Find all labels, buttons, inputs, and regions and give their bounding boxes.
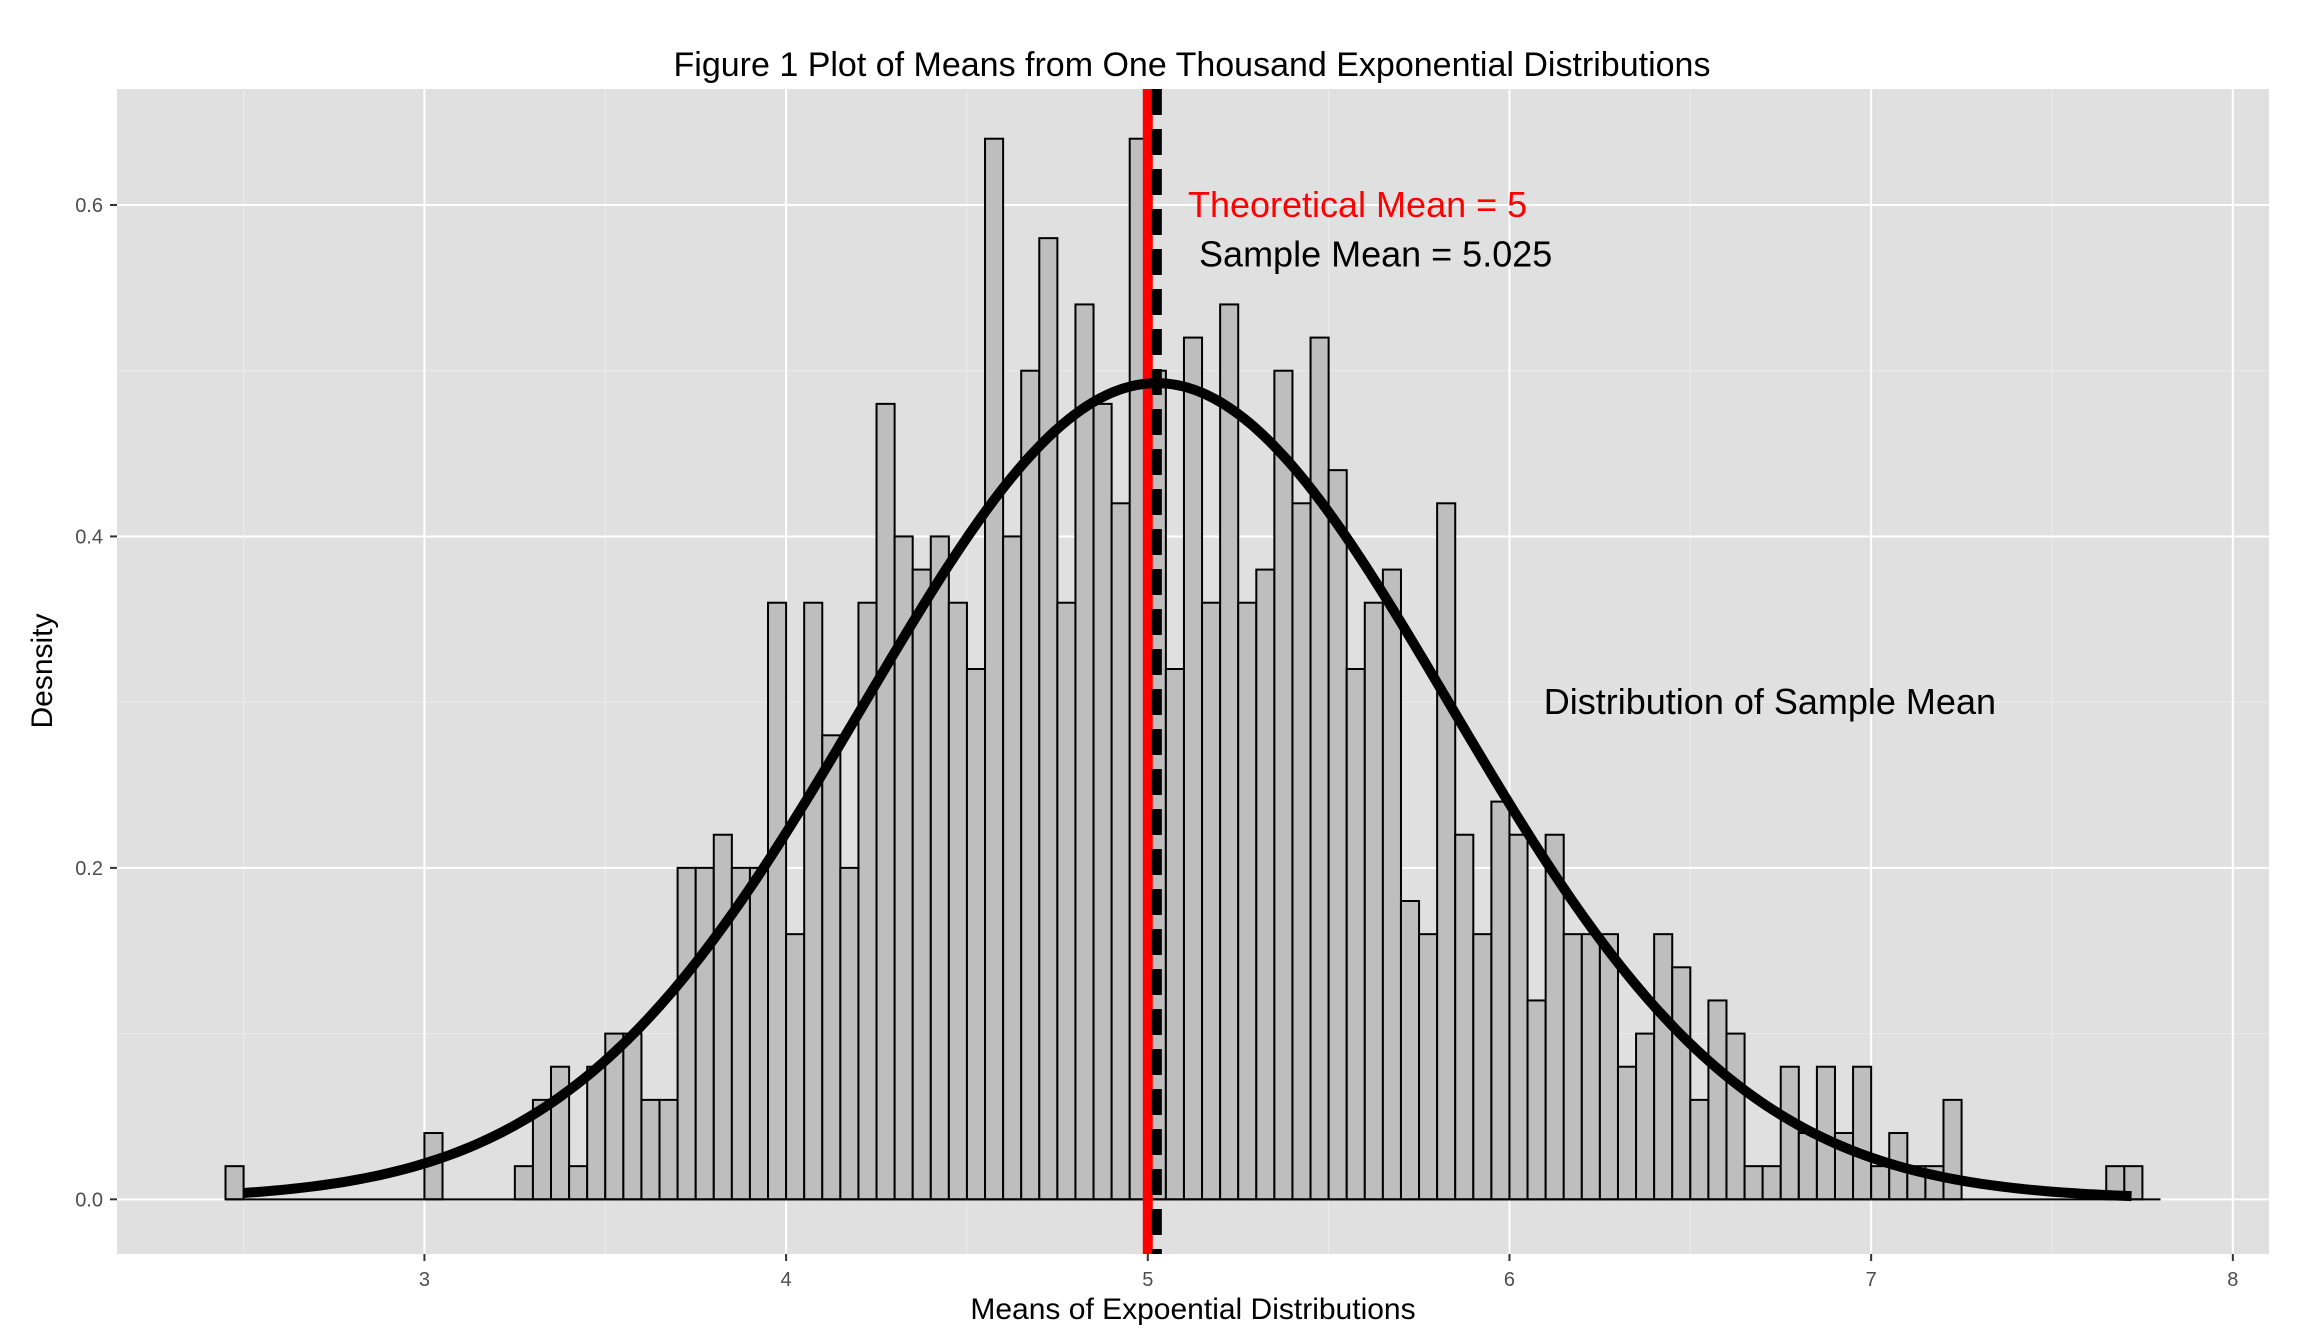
density-curve (243, 378, 2132, 1202)
histogram-bar (875, 402, 896, 1201)
histogram-bar (839, 866, 860, 1201)
histogram-bar (1852, 1065, 1873, 1201)
histogram-bar (1580, 933, 1601, 1201)
histogram-bars (224, 137, 2161, 1201)
histogram-bar (1399, 900, 1421, 1201)
histogram-bar (1616, 1065, 1638, 1201)
histogram-bar (640, 1098, 661, 1201)
annotation-text: Theoretical Mean = 5 (1188, 184, 1527, 225)
histogram-bar (1779, 1065, 1800, 1201)
histogram-bar (1653, 933, 1674, 1201)
histogram-bar (767, 601, 788, 1201)
histogram-bar (1255, 568, 1276, 1201)
histogram-bar (1725, 1032, 1746, 1201)
histogram-bar (785, 933, 806, 1201)
histogram-bar (821, 734, 842, 1201)
histogram-bar (911, 568, 932, 1201)
histogram-bar (658, 1098, 679, 1201)
histogram-bar (586, 1065, 607, 1201)
histogram-bar (1472, 933, 1493, 1201)
histogram-bar (748, 866, 770, 1201)
histogram-bar (1743, 1165, 1764, 1201)
histogram-bar (1092, 402, 1113, 1201)
histogram-bar (803, 601, 824, 1201)
histogram-bar (1381, 568, 1402, 1201)
histogram-bar (1490, 800, 1511, 1201)
histogram-bar (712, 833, 733, 1201)
x-axis-ticks: 3 4 5 6 7 8 (419, 1254, 2238, 1291)
histogram-bar (1345, 668, 1366, 1201)
x-tick-label: 8 (2227, 1269, 2238, 1291)
histogram-bar (1761, 1165, 1782, 1201)
histogram-bar (1237, 601, 1258, 1201)
histogram-bar (513, 1165, 534, 1201)
histogram-bar (1671, 966, 1692, 1201)
histogram-bar (1273, 369, 1294, 1201)
chart-title: Figure 1 Plot of Means from One Thousand… (674, 46, 1711, 84)
histogram-bar (1870, 1165, 1891, 1201)
x-tick-label: 6 (1504, 1269, 1515, 1291)
y-tick-label: 0.6 (75, 195, 103, 217)
histogram-bar (1038, 237, 1059, 1201)
histogram-bar (694, 866, 715, 1201)
histogram-bar (1707, 999, 1728, 1201)
histogram-bar (622, 1032, 643, 1201)
histogram-bar (1110, 502, 1131, 1201)
histogram-bar (1526, 999, 1547, 1201)
histogram-bar (1201, 601, 1222, 1201)
x-tick-label: 5 (1142, 1269, 1153, 1291)
histogram-bar (1363, 601, 1384, 1201)
annotation-text: Sample Mean = 5.025 (1199, 234, 1552, 275)
histogram-bar (1164, 668, 1185, 1201)
histogram-bar (1002, 535, 1023, 1201)
y-tick-label: 0.2 (75, 858, 103, 880)
histogram-bar (1182, 336, 1204, 1201)
histogram-bar (1454, 833, 1475, 1201)
x-axis-label: Means of Expoential Distributions (970, 1293, 1415, 1326)
histogram-bar (1689, 1098, 1710, 1201)
histogram-bar (1074, 303, 1095, 1201)
histogram-bar (224, 1165, 245, 1201)
y-tick-label: 0.4 (75, 526, 103, 548)
histogram-bar (947, 601, 968, 1201)
histogram-bar (1418, 933, 1439, 1201)
reference-lines (1142, 89, 1162, 1254)
histogram-bar (1327, 469, 1348, 1201)
histogram-bar (1056, 601, 1077, 1201)
y-tick-label: 0.0 (75, 1189, 103, 1211)
y-axis-label: Desnsity (26, 613, 59, 728)
histogram-bar (1562, 933, 1583, 1201)
histogram-bar (1797, 1132, 1818, 1201)
x-tick-label: 4 (781, 1269, 792, 1291)
density-curve-layer (243, 378, 2132, 1202)
histogram-bar (1309, 336, 1330, 1201)
annotations: Theoretical Mean = 5 Sample Mean = 5.025 D… (1188, 184, 1996, 722)
histogram-bar (1291, 502, 1312, 1201)
histogram-bar (965, 668, 987, 1201)
annotation-text: Distribution of Sample Mean (1544, 681, 1996, 722)
histogram-bar (1436, 502, 1457, 1201)
x-tick-label: 7 (1866, 1269, 1877, 1291)
y-axis-ticks: 0.0 0.2 0.4 0.6 (75, 195, 117, 1211)
histogram-bar (1219, 303, 1240, 1201)
histogram-bar (1635, 1032, 1656, 1201)
x-tick-label: 3 (419, 1269, 430, 1291)
histogram-bar (568, 1165, 589, 1201)
histogram-bar (1020, 369, 1041, 1201)
histogram-bar (676, 866, 697, 1201)
histogram-bar (984, 137, 1005, 1201)
histogram-bar (1598, 933, 1619, 1201)
histogram-bar (1508, 833, 1529, 1201)
histogram-bar (929, 535, 950, 1201)
